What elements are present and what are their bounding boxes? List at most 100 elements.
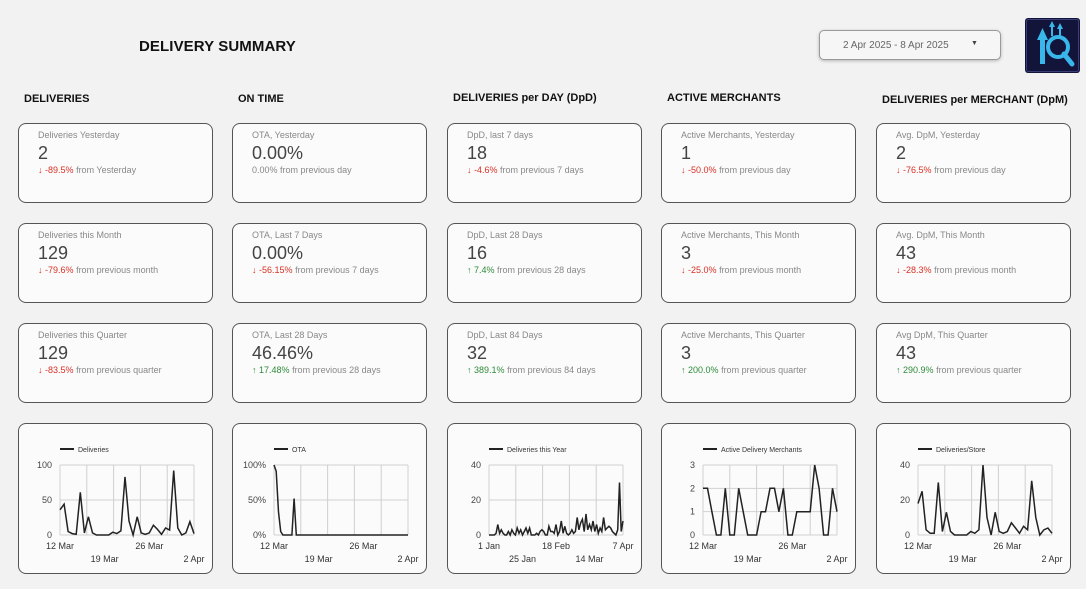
kpi-change-value: 290.9%	[903, 365, 934, 375]
arrow-down-icon: ↓	[38, 165, 46, 175]
legend-label: OTA	[292, 447, 306, 454]
y-tick-label: 2	[690, 483, 695, 493]
kpi-change: ↓ -56.15% from previous 7 days	[252, 265, 379, 275]
kpi-label: Avg. DpM, Yesterday	[896, 130, 980, 140]
kpi-card[interactable]: Active Merchants, This Month 3 ↓ -25.0% fr…	[661, 223, 856, 303]
arrow-up-icon: ↑	[467, 265, 475, 275]
x-tick-label: 26 Mar	[135, 541, 163, 551]
kpi-change-suffix: from previous quarter	[721, 365, 807, 375]
y-tick-label: 0	[905, 530, 910, 540]
kpi-card[interactable]: Deliveries Yesterday 2 ↓ -89.5% from Yeste…	[18, 123, 213, 203]
kpi-change-suffix: from previous 7 days	[295, 265, 379, 275]
kpi-change-value: -79.6%	[45, 265, 74, 275]
kpi-card[interactable]: OTA, Yesterday 0.00% 0.00% from previous d…	[232, 123, 427, 203]
kpi-change: 0.00% from previous day	[252, 165, 352, 175]
kpi-change-value: 17.48%	[259, 365, 290, 375]
x-tick-label: 12 Mar	[260, 541, 288, 551]
kpi-label: OTA, Last 7 Days	[252, 230, 323, 240]
series-line	[489, 482, 624, 538]
kpi-card[interactable]: Deliveries this Month 129 ↓ -79.6% from pr…	[18, 223, 213, 303]
kpi-change: ↓ -79.6% from previous month	[38, 265, 158, 275]
arrow-down-icon: ↓	[681, 165, 689, 175]
x-tick-label: 19 Mar	[949, 554, 977, 564]
kpi-card[interactable]: Deliveries this Quarter 129 ↓ -83.5% from …	[18, 323, 213, 403]
kpi-label: OTA, Yesterday	[252, 130, 315, 140]
kpi-label: OTA, Last 28 Days	[252, 330, 328, 340]
x-tick-label: 2 Apr	[826, 554, 847, 564]
column-heading: DELIVERIES per MERCHANT (DpM)	[882, 94, 1068, 106]
kpi-change: ↑ 7.4% from previous 28 days	[467, 265, 586, 275]
column-heading: ACTIVE MERCHANTS	[667, 92, 781, 104]
y-tick-label: 0	[690, 530, 695, 540]
kpi-card[interactable]: DpD, Last 84 Days 32 ↑ 389.1% from previou…	[447, 323, 642, 403]
date-range-value: 2 Apr 2025 - 8 Apr 2025	[843, 40, 949, 51]
kpi-label: Deliveries this Month	[38, 230, 122, 240]
kpi-value: 18	[467, 143, 488, 163]
kpi-change-suffix: from previous 28 days	[497, 265, 586, 275]
x-tick-label: 25 Jan	[509, 554, 536, 564]
kpi-change-value: 7.4%	[474, 265, 495, 275]
y-tick-label: 0	[476, 530, 481, 540]
kpi-label: Active Merchants, Yesterday	[681, 130, 795, 140]
trend-chart-card[interactable]: 0% 50% 100% 12 Mar 19 Mar 26 Mar 2 Apr OTA	[232, 423, 427, 574]
x-tick-label: 12 Mar	[904, 541, 932, 551]
trend-chart: 0 20 40 1 Jan 25 Jan 18 Feb 14 Mar 7 Apr Deliver…	[471, 447, 634, 564]
kpi-value: 2	[38, 143, 49, 163]
y-tick-label: 20	[900, 495, 910, 505]
kpi-value: 3	[681, 343, 692, 363]
series-line	[703, 464, 838, 536]
arrow-down-icon: ↓	[896, 265, 904, 275]
kpi-label: Active Merchants, This Month	[681, 230, 800, 240]
legend-label: Deliveries	[78, 447, 109, 454]
y-tick-label: 40	[900, 460, 910, 470]
kpi-change-suffix: from previous 7 days	[500, 165, 584, 175]
arrow-up-icon: ↑	[896, 365, 904, 375]
kpi-card[interactable]: Avg DpM, This Quarter 43 ↑ 290.9% from pre…	[876, 323, 1071, 403]
kpi-card[interactable]: OTA, Last 28 Days 46.46% ↑ 17.48% from pre…	[232, 323, 427, 403]
kpi-value: 2	[896, 143, 907, 163]
kpi-card[interactable]: Active Merchants, Yesterday 1 ↓ -50.0% fro…	[661, 123, 856, 203]
y-tick-label: 20	[471, 495, 481, 505]
kpi-card[interactable]: Avg. DpM, This Month 43 ↓ -28.3% from prev…	[876, 223, 1071, 303]
kpi-card[interactable]: DpD, last 7 days 18 ↓ -4.6% from previous …	[447, 123, 642, 203]
page-title: DELIVERY SUMMARY	[139, 38, 296, 55]
kpi-card[interactable]: Active Merchants, This Quarter 3 ↑ 200.0% …	[661, 323, 856, 403]
x-tick-label: 12 Mar	[689, 541, 717, 551]
kpi-change-value: -89.5%	[45, 165, 74, 175]
series-line	[273, 464, 408, 536]
kpi-change-value: -4.6%	[474, 165, 498, 175]
kpi-card[interactable]: Avg. DpM, Yesterday 2 ↓ -76.5% from previo…	[876, 123, 1071, 203]
kpi-change-suffix: from previous quarter	[936, 365, 1022, 375]
kpi-change-value: -76.5%	[903, 165, 932, 175]
arrow-down-icon: ↓	[38, 365, 46, 375]
legend-label: Deliveries/Store	[936, 447, 986, 454]
kpi-change: ↓ -28.3% from previous month	[896, 265, 1016, 275]
kpi-value: 129	[38, 243, 69, 263]
arrow-down-icon: ↓	[896, 165, 904, 175]
kpi-change: ↓ -89.5% from Yesterday	[38, 165, 136, 175]
trend-chart-card[interactable]: 0 20 40 1 Jan 25 Jan 18 Feb 14 Mar 7 Apr Deliver…	[447, 423, 642, 574]
y-tick-label: 0	[47, 530, 52, 540]
trend-chart-card[interactable]: 0 1 2 3 12 Mar 19 Mar 26 Mar 2 Apr Active Delive…	[661, 423, 856, 574]
arrow-up-icon: ↑	[467, 365, 475, 375]
series-line	[917, 464, 1053, 537]
kpi-change-suffix: from previous day	[280, 165, 352, 175]
arrow-up-icon: ↑	[681, 365, 689, 375]
date-range-picker[interactable]: 2 Apr 2025 - 8 Apr 2025 ▼	[819, 30, 1001, 60]
kpi-value: 46.46%	[252, 343, 314, 363]
kpi-change-value: -50.0%	[688, 165, 717, 175]
kpi-value: 1	[681, 143, 692, 163]
legend-label: Deliveries this Year	[507, 447, 567, 454]
kpi-change-suffix: from previous day	[934, 165, 1006, 175]
kpi-label: DpD, Last 28 Days	[467, 230, 543, 240]
kpi-card[interactable]: OTA, Last 7 Days 0.00% ↓ -56.15% from prev…	[232, 223, 427, 303]
kpi-value: 43	[896, 343, 917, 363]
kpi-label: Avg DpM, This Quarter	[896, 330, 988, 340]
kpi-value: 0.00%	[252, 143, 304, 163]
kpi-value: 16	[467, 243, 488, 263]
trend-chart-card[interactable]: 0 50 100 12 Mar 19 Mar 26 Mar 2 Apr Deliveries	[18, 423, 213, 574]
column-heading: ON TIME	[238, 93, 284, 105]
kpi-card[interactable]: DpD, Last 28 Days 16 ↑ 7.4% from previous …	[447, 223, 642, 303]
trend-chart-card[interactable]: 0 20 40 12 Mar 19 Mar 26 Mar 2 Apr Deliveries/S…	[876, 423, 1071, 574]
x-tick-label: 2 Apr	[183, 554, 204, 564]
